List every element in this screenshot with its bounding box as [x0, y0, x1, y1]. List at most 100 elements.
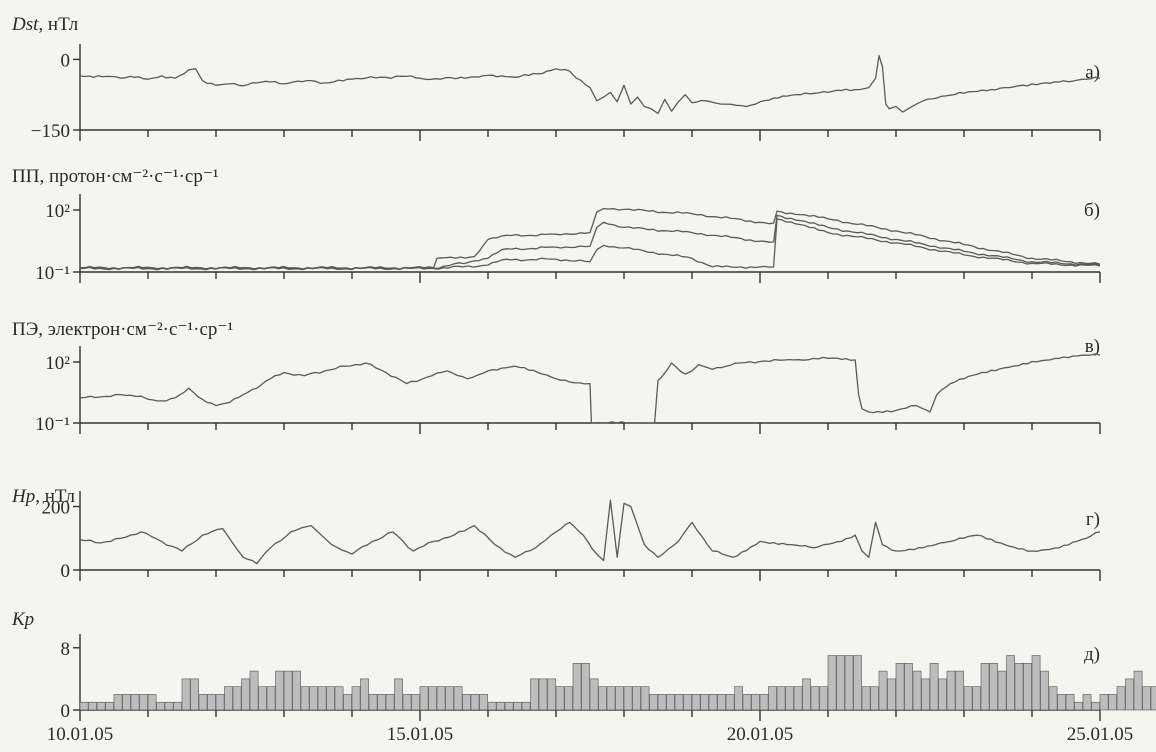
kp-bar	[300, 686, 310, 711]
kp-bar	[946, 670, 956, 711]
kp-bar	[241, 678, 250, 711]
kp-bar	[1150, 686, 1156, 711]
kp-bar	[980, 663, 990, 711]
kp-bar	[785, 686, 794, 711]
kp-bar	[751, 694, 760, 711]
y-axis-label-unit: , нТл	[35, 486, 75, 507]
kp-bar	[640, 686, 650, 711]
kp-bar	[1082, 694, 1092, 711]
kp-bar	[938, 678, 947, 711]
kp-bar	[1023, 663, 1032, 711]
kp-bar	[1099, 694, 1109, 711]
kp-bar	[113, 694, 123, 711]
kp-bar	[878, 670, 888, 711]
kp-bar	[224, 686, 233, 711]
kp-bar	[436, 686, 446, 711]
kp-bar	[810, 686, 820, 711]
y-axis-label: Kp	[11, 609, 34, 630]
x-axis-tick-labels: 10.01.05 15.01.05 20.01.05 25.01.05	[47, 724, 1134, 745]
kp-bar	[623, 686, 633, 711]
kp-bar	[215, 694, 225, 711]
y-axis-label-main: ПП	[12, 166, 40, 187]
kp-bar	[861, 686, 871, 711]
kp-bar	[734, 686, 743, 711]
kp-bar	[564, 686, 573, 711]
kp-bar	[589, 678, 599, 711]
panel-label: г)	[1086, 509, 1100, 530]
y-axis-label-main: Dst	[11, 14, 39, 35]
kp-bar	[462, 694, 471, 711]
y-tick-label-0: 10²	[45, 353, 70, 374]
kp-bar	[1040, 670, 1049, 711]
kp-bar	[317, 686, 327, 711]
panel-4: Kp д) 8 0	[11, 609, 1156, 722]
kp-bar	[1031, 655, 1041, 711]
y-tick-label-1: 0	[61, 561, 71, 582]
y-tick-label-1: 0	[61, 701, 71, 722]
kp-bar	[258, 686, 267, 711]
y-axis-label-main: ПЭ	[12, 319, 38, 340]
kp-bar	[394, 678, 403, 711]
kp-bar	[963, 686, 973, 711]
kp-bar	[428, 686, 437, 711]
kp-bar	[1074, 701, 1083, 711]
kp-bar	[802, 678, 811, 711]
kp-bar	[96, 701, 106, 711]
kp-bar	[844, 655, 854, 711]
y-tick-label-0: 0	[61, 50, 71, 71]
kp-bar	[207, 694, 216, 711]
kp-bar	[79, 701, 89, 711]
kp-bar	[343, 694, 352, 711]
kp-bar	[521, 701, 531, 711]
kp-bar	[708, 694, 718, 711]
kp-bar	[691, 694, 701, 711]
kp-bar	[972, 686, 981, 711]
kp-bar	[156, 701, 165, 711]
kp-bar	[326, 686, 335, 711]
kp-bar	[989, 663, 998, 711]
kp-bar	[547, 678, 556, 711]
panel-1: ПП, протон·см⁻²·с⁻¹·ср⁻¹ б) 10² 10⁻¹	[12, 166, 1101, 284]
kp-bar	[139, 694, 148, 711]
kp-bar	[164, 701, 174, 711]
kp-bar	[419, 686, 429, 711]
kp-bar	[598, 686, 607, 711]
kp-bar	[275, 670, 284, 711]
kp-bar	[1133, 670, 1143, 711]
kp-bar	[929, 663, 939, 711]
kp-bar	[232, 686, 242, 711]
kp-bar	[130, 694, 140, 711]
y-axis-label-unit: , электрон·см⁻²·с⁻¹·ср⁻¹	[38, 319, 233, 340]
panel-2: ПЭ, электрон·см⁻²·с⁻¹·ср⁻¹ в) 10² 10⁻¹	[12, 319, 1101, 435]
kp-bar	[1091, 701, 1100, 711]
panel-label: д)	[1084, 644, 1100, 665]
kp-bar	[1057, 694, 1066, 711]
kp-bar	[181, 678, 191, 711]
kp-bar	[190, 678, 199, 711]
kp-bar	[555, 686, 565, 711]
series-line-0	[79, 54, 1101, 115]
kp-bar	[504, 701, 514, 711]
kp-bar	[309, 686, 318, 711]
kp-bar	[105, 701, 114, 711]
kp-bar	[827, 655, 837, 711]
kp-bar	[147, 694, 157, 711]
series-line-0	[79, 499, 1101, 565]
kp-bar	[283, 670, 293, 711]
kp-bar	[615, 686, 624, 711]
kp-bar	[122, 694, 131, 711]
y-tick-label-0: 10²	[45, 201, 70, 222]
kp-bar	[776, 686, 786, 711]
x-tick-label-3: 25.01.05	[1067, 724, 1134, 745]
kp-bar	[742, 694, 752, 711]
y-axis-label: Dst, нТл	[11, 14, 79, 35]
y-axis-label: ПП, протон·см⁻²·с⁻¹·ср⁻¹	[12, 166, 219, 187]
kp-bar	[198, 694, 208, 711]
kp-bar	[572, 663, 582, 711]
panel-3: Hp, нТл г) 200 0	[11, 486, 1101, 582]
kp-bar	[402, 694, 412, 711]
kp-bar	[445, 686, 454, 711]
kp-bar	[266, 686, 276, 711]
kp-bar	[606, 686, 616, 711]
